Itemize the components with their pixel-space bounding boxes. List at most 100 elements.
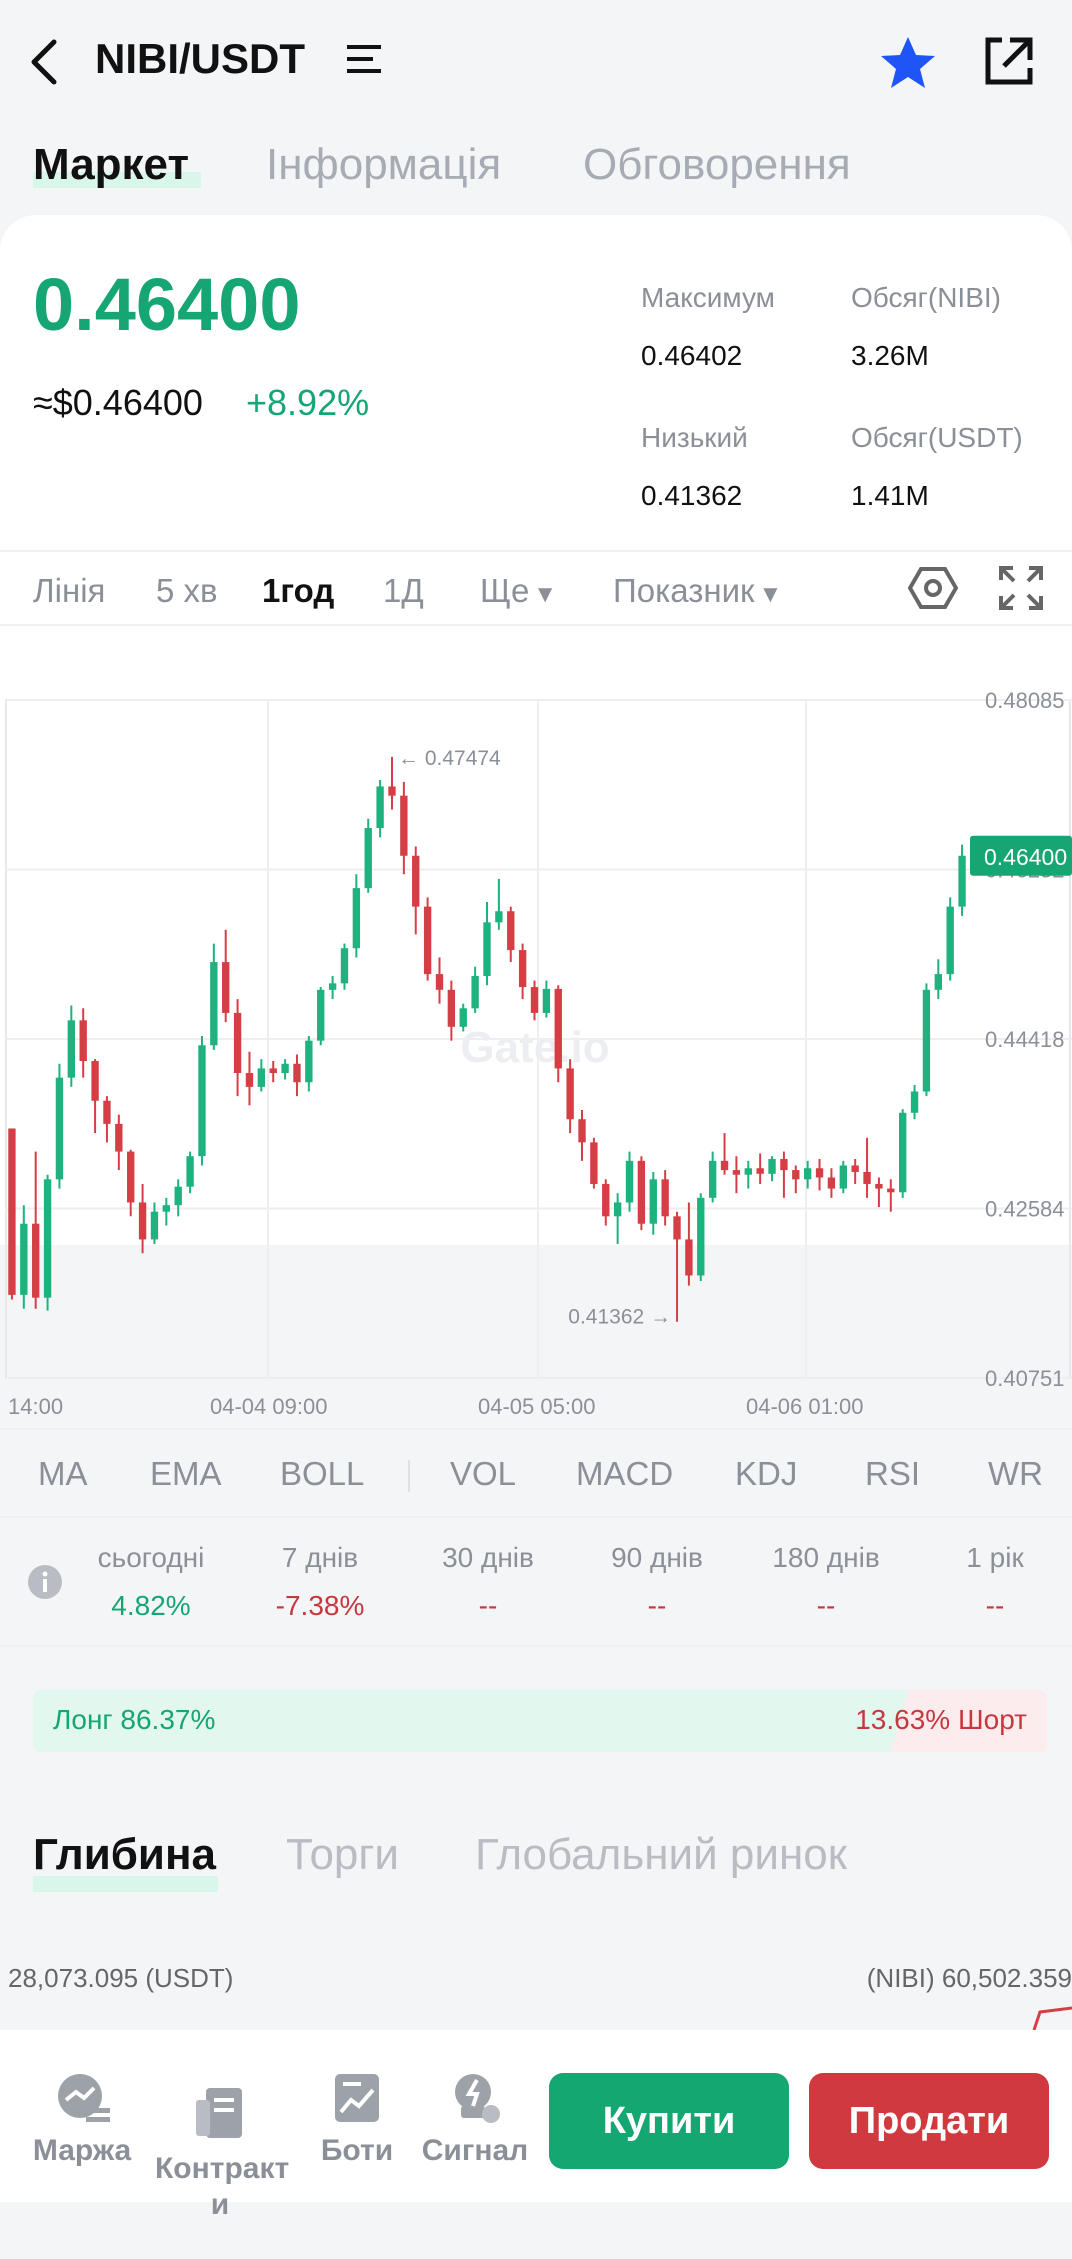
candle-body bbox=[910, 1091, 919, 1113]
nav-margin[interactable]: Маржа bbox=[17, 2070, 147, 2168]
ind-boll[interactable]: BOLL bbox=[280, 1455, 365, 1492]
candle-body bbox=[756, 1168, 764, 1174]
star-icon[interactable] bbox=[878, 34, 938, 92]
tf-line[interactable]: Лінія bbox=[33, 572, 106, 609]
x-tick-label: 04-04 09:00 bbox=[210, 1394, 327, 1419]
perf-value: -7.38% bbox=[275, 1590, 365, 1621]
ind-macd[interactable]: MACD bbox=[576, 1455, 674, 1492]
tf-1h[interactable]: 1год bbox=[262, 572, 335, 609]
ind-ma[interactable]: MA bbox=[38, 1455, 88, 1492]
candle-body bbox=[637, 1160, 646, 1224]
candle-body bbox=[412, 855, 420, 907]
candle-body bbox=[150, 1211, 159, 1240]
tf-indicator[interactable]: Показник ▼ bbox=[613, 572, 782, 610]
candle-body bbox=[542, 988, 551, 1013]
y-tick-label: 0.40751 bbox=[985, 1366, 1065, 1391]
candle-body bbox=[138, 1202, 147, 1240]
candle-body bbox=[483, 922, 491, 976]
nav-contracts[interactable]: Контракт и bbox=[155, 2050, 289, 2259]
tab-info[interactable]: Інформація bbox=[266, 140, 502, 189]
candle-body bbox=[43, 1179, 52, 1298]
divider bbox=[0, 1645, 1072, 1647]
candle-body bbox=[459, 1008, 467, 1027]
chart-settings-icon[interactable] bbox=[908, 565, 958, 611]
tab-market[interactable]: Маркет bbox=[33, 140, 189, 189]
candle-body bbox=[554, 988, 562, 1069]
y-tick-label: 0.44418 bbox=[985, 1027, 1065, 1052]
candle-body bbox=[673, 1216, 681, 1240]
low-label: Низький bbox=[641, 422, 748, 453]
candle-body bbox=[91, 1061, 99, 1101]
candle-body bbox=[780, 1158, 788, 1171]
perf-label: 30 днів bbox=[442, 1542, 534, 1573]
current-price-label: 0.46400 bbox=[984, 844, 1067, 870]
nav-signal[interactable]: Сигнал bbox=[410, 2070, 540, 2168]
candle-body bbox=[898, 1112, 907, 1193]
candle-body bbox=[245, 1073, 254, 1087]
short-ratio: 13.63% Шорт bbox=[855, 1704, 1027, 1735]
long-fill bbox=[33, 1690, 909, 1752]
candle-body bbox=[174, 1186, 182, 1206]
vol-quote-value: 1.41M bbox=[851, 480, 929, 511]
perf-value: -- bbox=[816, 1590, 836, 1621]
candle-body bbox=[708, 1160, 717, 1198]
candlestick-chart[interactable]: Gate.io 0.480850.462520.444180.425840.40… bbox=[0, 690, 1072, 1430]
long-short-bar: Лонг 86.37% 13.63% Шорт bbox=[33, 1690, 1047, 1752]
caret-down-icon: ▼ bbox=[533, 581, 558, 608]
tf-1d[interactable]: 1Д bbox=[383, 572, 424, 609]
candle-body bbox=[815, 1168, 824, 1178]
fullscreen-icon[interactable] bbox=[998, 565, 1044, 611]
candle-body bbox=[922, 989, 931, 1092]
ind-vol[interactable]: VOL bbox=[450, 1455, 517, 1492]
candle-body bbox=[863, 1171, 871, 1184]
depth-curve bbox=[1032, 2006, 1072, 2030]
candle-body bbox=[946, 906, 954, 975]
candle-body bbox=[732, 1170, 741, 1175]
tab-highlight bbox=[33, 172, 201, 188]
candle-body bbox=[530, 987, 539, 1013]
external-link-icon[interactable] bbox=[980, 34, 1036, 90]
tab-trades[interactable]: Торги bbox=[286, 1830, 400, 1879]
tf-more[interactable]: Ще ▼ bbox=[480, 572, 557, 610]
sell-button[interactable]: Продати bbox=[809, 2073, 1049, 2169]
tab-discussion[interactable]: Обговорення bbox=[583, 140, 851, 189]
tab-global-market[interactable]: Глобальний ринок bbox=[475, 1830, 848, 1879]
divider bbox=[0, 1428, 1072, 1430]
candle-body bbox=[352, 888, 361, 949]
perf-value: -- bbox=[985, 1590, 1005, 1621]
info-icon[interactable] bbox=[27, 1564, 63, 1600]
last-price: 0.46400 bbox=[33, 263, 301, 346]
buy-button[interactable]: Купити bbox=[549, 2073, 789, 2169]
high-label: Максимум bbox=[641, 282, 775, 313]
candle-body bbox=[768, 1158, 776, 1174]
x-tick-label: 04-05 05:00 bbox=[478, 1394, 595, 1419]
price-markers: 0.46400 ← 0.47474 0.41362 → bbox=[398, 747, 1072, 1329]
chevron-left-icon[interactable] bbox=[26, 38, 62, 86]
candle-body bbox=[376, 786, 384, 829]
ind-kdj[interactable]: KDJ bbox=[735, 1455, 798, 1492]
candle-body bbox=[827, 1177, 836, 1189]
candle-body bbox=[186, 1156, 194, 1187]
candle-body bbox=[958, 855, 966, 907]
chart-grid bbox=[5, 699, 1072, 1379]
tf-indicator-label: Показник bbox=[613, 572, 755, 609]
list-icon[interactable] bbox=[345, 42, 385, 78]
tab-depth[interactable]: Глибина bbox=[33, 1830, 217, 1879]
tf-5m[interactable]: 5 хв bbox=[156, 572, 218, 609]
pair-title[interactable]: NIBI/USDT bbox=[95, 35, 305, 82]
candle-body bbox=[661, 1179, 669, 1217]
perf-label: сьогодні bbox=[97, 1542, 205, 1573]
ind-wr[interactable]: WR bbox=[988, 1455, 1043, 1492]
depth-right-volume: (NIBI) 60,502.359 bbox=[866, 1963, 1072, 1993]
ind-rsi[interactable]: RSI bbox=[865, 1455, 921, 1492]
candle-body bbox=[518, 950, 527, 988]
divider bbox=[0, 1516, 1072, 1518]
ind-ema[interactable]: EMA bbox=[150, 1455, 222, 1492]
nav-bots[interactable]: Боти bbox=[292, 2070, 422, 2168]
x-tick-label: 04-06 01:00 bbox=[746, 1394, 863, 1419]
candle-body bbox=[305, 1040, 313, 1083]
candle-body bbox=[293, 1063, 301, 1083]
candle-body bbox=[210, 962, 218, 1046]
contract-icon bbox=[196, 2088, 242, 2138]
